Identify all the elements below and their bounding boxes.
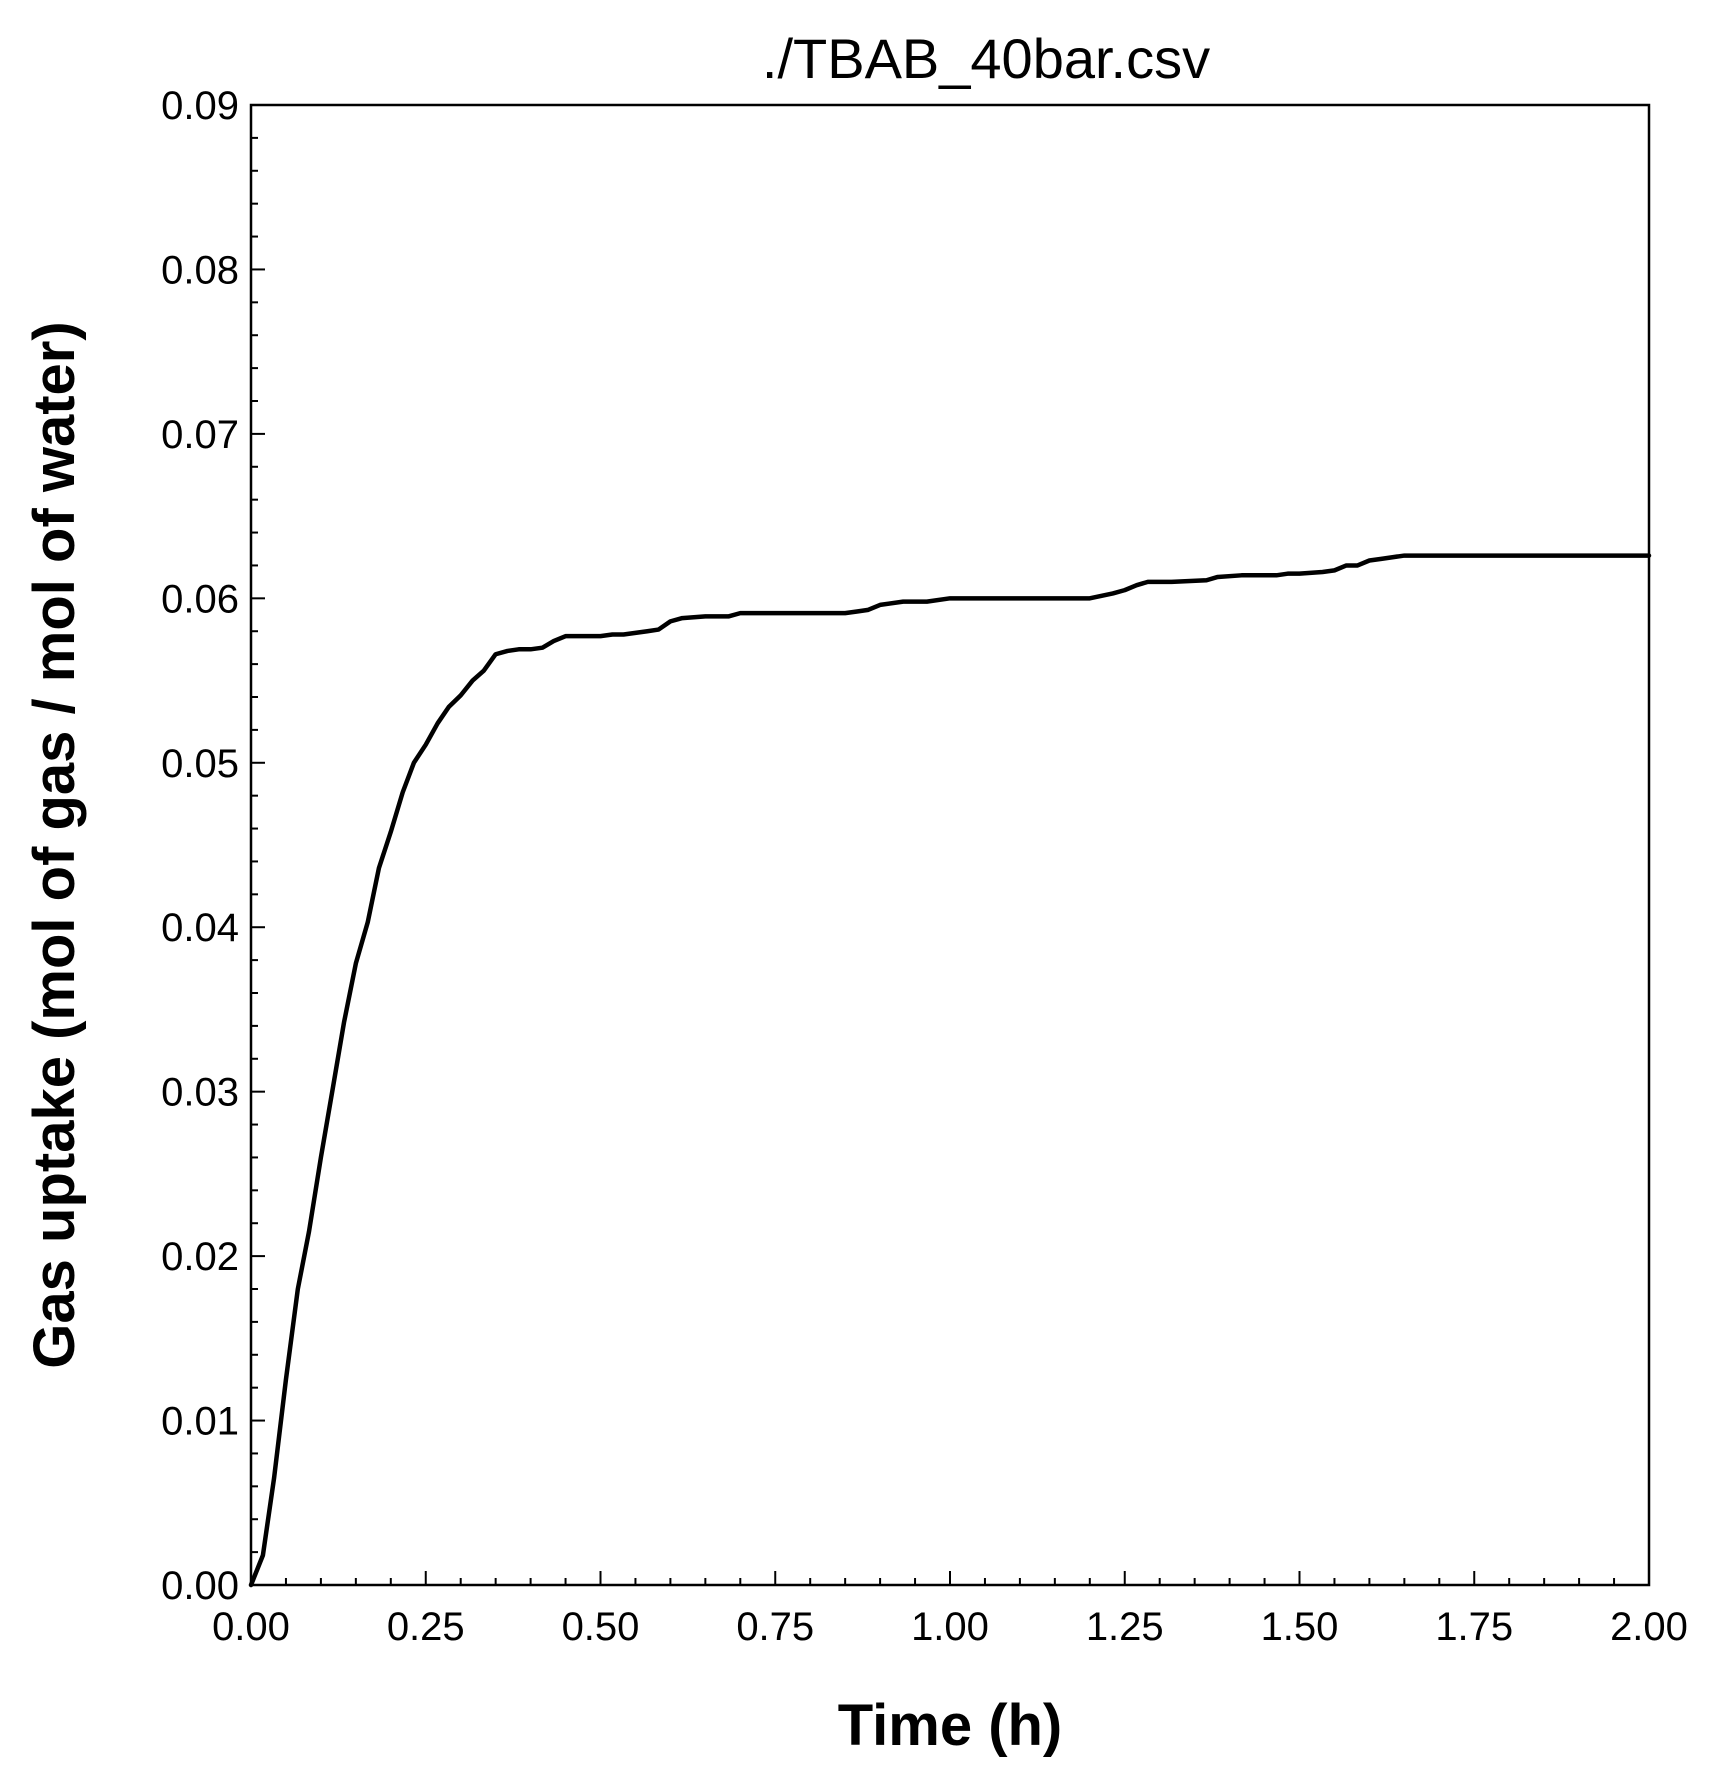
y-tick-label: 0.03: [161, 1071, 239, 1115]
y-tick-label: 0.01: [161, 1400, 239, 1444]
chart-title: ./TBAB_40bar.csv: [762, 27, 1210, 90]
x-tick-label: 1.00: [911, 1605, 989, 1649]
x-tick-label: 0.50: [562, 1605, 640, 1649]
y-tick-label: 0.09: [161, 84, 239, 128]
x-tick-label: 0.75: [736, 1605, 814, 1649]
y-tick-label: 0.07: [161, 413, 239, 457]
x-axis: 0.00 0.25 0.50 0.75 1.00 1.25 1.50 1.75 2.00: [212, 1571, 1688, 1649]
series-line: [248, 553, 1652, 1588]
x-tick-label: 1.75: [1435, 1605, 1513, 1649]
y-axis: 0.00 0.01 0.02 0.03 0.04 0.05 0.06 0.07 0.08 0.09: [161, 84, 265, 1608]
y-axis-label: Gas uptake (mol of gas / mol of water): [22, 321, 87, 1368]
x-tick-label: 1.50: [1261, 1605, 1339, 1649]
x-tick-label: 1.25: [1086, 1605, 1164, 1649]
y-tick-label: 0.00: [161, 1564, 239, 1608]
y-tick-label: 0.05: [161, 742, 239, 786]
y-tick-label: 0.08: [161, 248, 239, 292]
x-tick-label: 0.00: [212, 1605, 290, 1649]
x-axis-label: Time (h): [838, 1693, 1063, 1758]
y-tick-label: 0.02: [161, 1235, 239, 1279]
y-tick-label: 0.06: [161, 577, 239, 621]
x-tick-label: 2.00: [1610, 1605, 1688, 1649]
x-tick-label: 0.25: [387, 1605, 465, 1649]
plot-frame: [249, 103, 1651, 1587]
plot-area: 0.00 0.25 0.50 0.75 1.00 1.25 1.50 1.75 2.00 0.0…: [161, 84, 1688, 1649]
y-tick-label: 0.04: [161, 906, 239, 950]
